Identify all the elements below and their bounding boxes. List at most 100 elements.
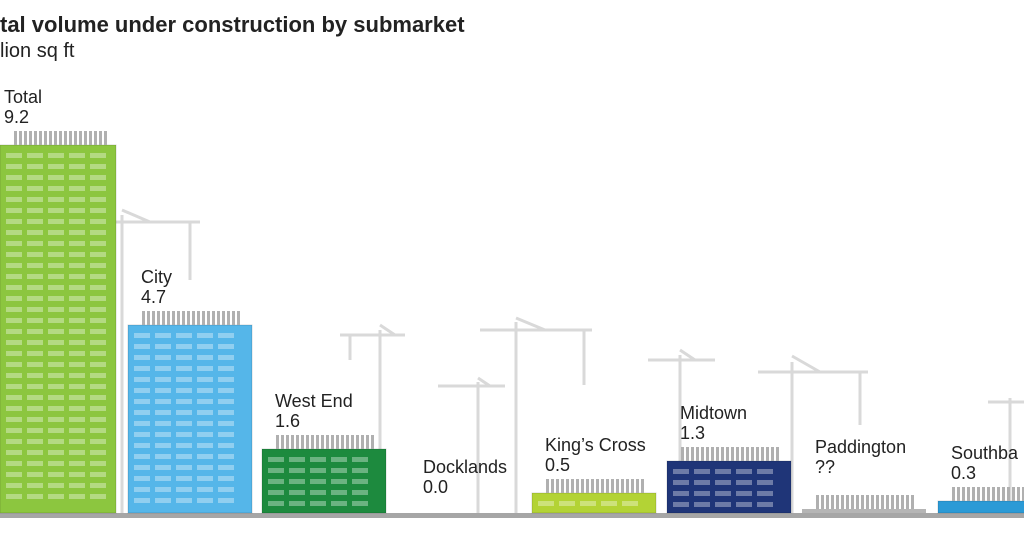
window: [6, 285, 22, 290]
window: [134, 421, 150, 426]
window: [27, 219, 43, 224]
window: [197, 333, 213, 338]
window: [69, 417, 85, 422]
window: [218, 399, 234, 404]
window: [352, 490, 368, 495]
window: [69, 175, 85, 180]
window: [27, 384, 43, 389]
roof-post: [182, 311, 185, 325]
window: [48, 263, 64, 268]
roof-post: [1002, 487, 1005, 501]
window: [69, 406, 85, 411]
roof-post: [162, 311, 165, 325]
window: [6, 219, 22, 224]
window: [6, 175, 22, 180]
value-label: 9.2: [4, 107, 29, 127]
window: [268, 457, 284, 462]
roof-post: [906, 495, 909, 509]
roof-post: [551, 479, 554, 493]
window: [90, 450, 106, 455]
roof-post: [721, 447, 724, 461]
window: [6, 373, 22, 378]
roof-post: [24, 131, 27, 145]
roof: [276, 435, 374, 449]
window: [6, 208, 22, 213]
roof-post: [831, 495, 834, 509]
roof-post: [341, 435, 344, 449]
window: [90, 318, 106, 323]
roof-post: [1012, 487, 1015, 501]
roof: [14, 131, 107, 145]
roof-post: [736, 447, 739, 461]
roof-post: [301, 435, 304, 449]
window: [69, 384, 85, 389]
roof-post: [296, 435, 299, 449]
window: [6, 164, 22, 169]
window: [176, 421, 192, 426]
window: [90, 417, 106, 422]
window: [90, 483, 106, 488]
window: [69, 307, 85, 312]
window: [6, 263, 22, 268]
roof-post: [896, 495, 899, 509]
window: [155, 366, 171, 371]
window: [90, 472, 106, 477]
window: [715, 480, 731, 485]
roof-post: [152, 311, 155, 325]
roof-post: [39, 131, 42, 145]
window: [27, 373, 43, 378]
window: [6, 439, 22, 444]
window: [197, 355, 213, 360]
roof-post: [576, 479, 579, 493]
roof-post: [626, 479, 629, 493]
window: [48, 483, 64, 488]
roof-post: [276, 435, 279, 449]
window: [155, 399, 171, 404]
window: [69, 494, 85, 499]
window: [6, 472, 22, 477]
window: [27, 263, 43, 268]
window: [176, 454, 192, 459]
roof-post: [876, 495, 879, 509]
roof-post: [891, 495, 894, 509]
roof-post: [1007, 487, 1010, 501]
window: [197, 454, 213, 459]
window: [6, 494, 22, 499]
roof-post: [846, 495, 849, 509]
window: [48, 285, 64, 290]
window: [48, 417, 64, 422]
roof-post: [54, 131, 57, 145]
window: [736, 502, 752, 507]
window: [218, 443, 234, 448]
window: [155, 454, 171, 459]
roof-post: [686, 447, 689, 461]
window: [90, 439, 106, 444]
roof-post: [706, 447, 709, 461]
window: [6, 351, 22, 356]
roof-post: [716, 447, 719, 461]
window: [27, 406, 43, 411]
window: [48, 395, 64, 400]
window: [69, 373, 85, 378]
plinth: [802, 509, 926, 513]
value-label: 0.5: [545, 455, 570, 475]
roof-post: [212, 311, 215, 325]
window: [27, 274, 43, 279]
window: [218, 454, 234, 459]
window: [90, 164, 106, 169]
window: [352, 479, 368, 484]
window: [197, 344, 213, 349]
window: [6, 450, 22, 455]
roof-post: [14, 131, 17, 145]
window: [268, 501, 284, 506]
roof-post: [601, 479, 604, 493]
roof-post: [351, 435, 354, 449]
roof-post: [952, 487, 955, 501]
roof-post: [286, 435, 289, 449]
window: [155, 465, 171, 470]
window: [69, 461, 85, 466]
window: [134, 344, 150, 349]
value-label: 1.3: [680, 423, 705, 443]
window: [27, 230, 43, 235]
